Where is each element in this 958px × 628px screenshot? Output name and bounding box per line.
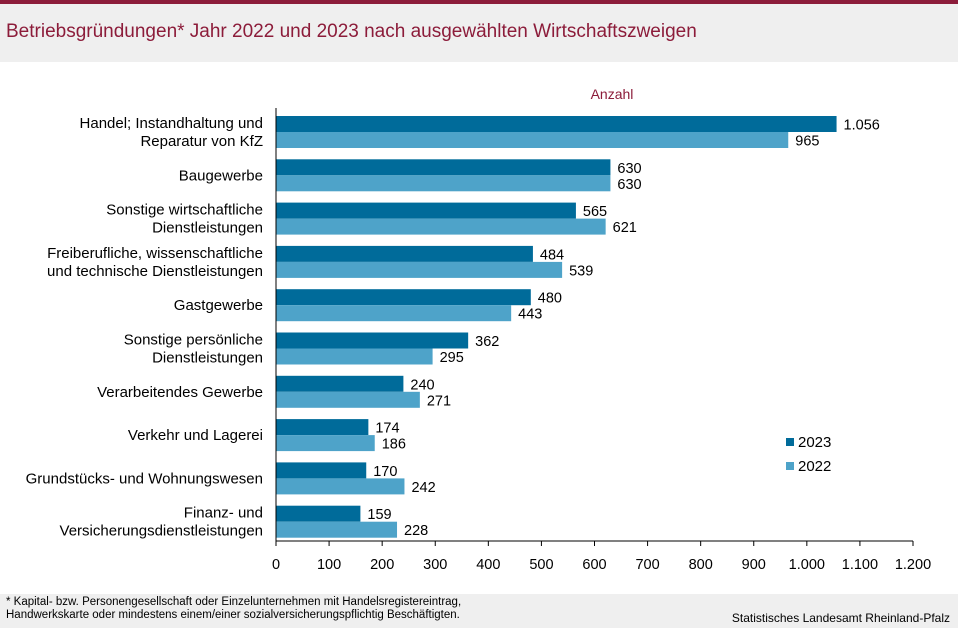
category-label-8: Verkehr und Lagerei <box>128 427 263 444</box>
bar-2022-5 <box>276 305 512 322</box>
x-tick-label-400: 400 <box>476 557 500 573</box>
data-label-2023-3: 565 <box>583 204 607 220</box>
data-label-2022-8: 186 <box>382 437 406 453</box>
data-label-2022-5: 443 <box>518 307 542 323</box>
x-tick-label-600: 600 <box>582 557 606 573</box>
x-tick-label-900: 900 <box>742 557 766 573</box>
footnote-line-1: * Kapital- bzw. Personengesellschaft ode… <box>6 596 462 608</box>
category-label-2: Baugewerbe <box>179 167 263 184</box>
data-label-2023-8: 174 <box>375 421 399 437</box>
plot-background <box>0 69 958 594</box>
bar-2023-5 <box>276 289 531 306</box>
bar-2022-7 <box>276 391 420 408</box>
bar-2022-1 <box>276 132 789 148</box>
data-label-2023-6: 362 <box>475 334 499 350</box>
bar-2023-7 <box>276 375 404 392</box>
data-label-2022-7: 271 <box>427 393 451 409</box>
x-tick-label-700: 700 <box>635 557 659 573</box>
data-label-2022-9: 242 <box>411 480 435 496</box>
x-tick-label-800: 800 <box>689 557 713 573</box>
bar-2022-6 <box>276 348 433 365</box>
category-label-7: Verarbeitendes Gewerbe <box>97 384 263 401</box>
x-tick-label-1000: 1.000 <box>789 557 825 573</box>
x-tick-label-200: 200 <box>370 557 394 573</box>
bar-2023-3 <box>276 202 576 219</box>
bar-2023-4 <box>276 245 533 262</box>
footnote: * Kapital- bzw. Personengesellschaft ode… <box>6 596 461 622</box>
legend-label-2022: 2022 <box>798 458 831 475</box>
data-label-2023-2: 630 <box>617 161 641 177</box>
data-label-2023-9: 170 <box>373 464 397 480</box>
x-tick-label-100: 100 <box>317 557 341 573</box>
x-tick-label-300: 300 <box>423 557 447 573</box>
category-label-3-line-2: Dienstleistungen <box>152 220 263 237</box>
bar-2023-9 <box>276 462 367 479</box>
category-label-9: Grundstücks- und Wohnungswesen <box>26 470 263 487</box>
data-label-2023-10: 159 <box>367 507 391 523</box>
bar-2022-9 <box>276 478 405 495</box>
data-label-2022-6: 295 <box>440 350 464 366</box>
data-label-2023-7: 240 <box>410 377 434 393</box>
data-label-2022-1: 965 <box>795 134 819 150</box>
bar-2022-10 <box>276 521 398 538</box>
data-label-2023-5: 480 <box>538 291 562 307</box>
legend-label-2023: 2023 <box>798 434 831 451</box>
data-label-2023-4: 484 <box>540 247 564 263</box>
category-label-10-line-2: Versicherungsdienstleistungen <box>60 523 263 540</box>
data-label-2023-1: 1.056 <box>844 118 880 134</box>
chart-title: Betriebsgründungen* Jahr 2022 und 2023 n… <box>6 21 697 42</box>
legend-swatch-2023 <box>786 438 794 446</box>
category-label-6-line-2: Dienstleistungen <box>152 350 263 367</box>
source-credit: Statistisches Landesamt Rheinland-Pfalz <box>731 611 950 625</box>
category-label-6-line-1: Sonstige persönliche <box>124 332 263 349</box>
bar-2023-6 <box>276 332 469 349</box>
data-label-2022-2: 630 <box>617 177 641 193</box>
title-divider <box>0 62 958 69</box>
bar-2022-4 <box>276 261 563 278</box>
bar-2022-8 <box>276 435 375 452</box>
bar-2023-1 <box>276 116 837 132</box>
category-label-10-line-1: Finanz- und <box>184 505 263 522</box>
bar-2023-2 <box>276 159 611 176</box>
x-tick-label-1100: 1.100 <box>842 557 878 573</box>
category-label-4-line-2: und technische Dienstleistungen <box>47 263 263 280</box>
category-label-1-line-2: Reparatur von KfZ <box>140 133 263 150</box>
x-tick-label-0: 0 <box>272 557 280 573</box>
top-accent-rule <box>0 0 958 4</box>
x-axis-label: Anzahl <box>591 86 634 102</box>
x-tick-label-500: 500 <box>529 557 553 573</box>
data-label-2022-4: 539 <box>569 263 593 279</box>
footnote-line-2: Handwerkskarte oder mindestens einem/ein… <box>6 609 460 621</box>
data-label-2022-3: 621 <box>613 220 637 236</box>
category-label-1-line-1: Handel; Instandhaltung und <box>80 115 263 132</box>
bar-2023-8 <box>276 419 369 436</box>
bar-2023-10 <box>276 505 361 522</box>
category-label-4-line-1: Freiberufliche, wissenschaftliche <box>47 245 263 262</box>
bar-2022-3 <box>276 218 606 235</box>
category-label-5: Gastgewerbe <box>174 297 263 314</box>
x-tick-label-1200: 1.200 <box>895 557 931 573</box>
title-bar: Betriebsgründungen* Jahr 2022 und 2023 n… <box>0 4 958 60</box>
data-label-2022-10: 228 <box>404 523 428 539</box>
legend-swatch-2022 <box>786 462 794 470</box>
bar-2022-2 <box>276 175 611 192</box>
category-label-3-line-1: Sonstige wirtschaftliche <box>106 202 263 219</box>
